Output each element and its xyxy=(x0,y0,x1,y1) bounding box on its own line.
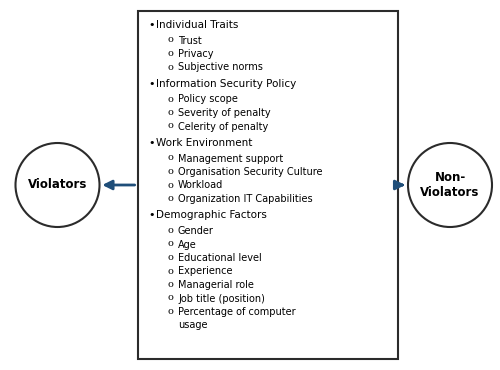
Text: o: o xyxy=(168,108,174,117)
Text: Organization IT Capabilities: Organization IT Capabilities xyxy=(178,194,312,204)
Text: Organisation Security Culture: Organisation Security Culture xyxy=(178,167,322,177)
Text: o: o xyxy=(168,121,174,131)
Text: Managerial role: Managerial role xyxy=(178,280,254,290)
Text: o: o xyxy=(168,253,174,262)
Text: Policy scope: Policy scope xyxy=(178,94,238,104)
Text: o: o xyxy=(168,293,174,303)
Text: •: • xyxy=(148,138,154,148)
Text: Non-
Violators: Non- Violators xyxy=(420,171,480,199)
Text: Age: Age xyxy=(178,239,197,249)
Text: Gender: Gender xyxy=(178,226,214,236)
Text: Workload: Workload xyxy=(178,181,223,191)
Text: Experience: Experience xyxy=(178,266,233,276)
Text: o: o xyxy=(168,167,174,176)
Text: o: o xyxy=(168,266,174,276)
Text: •: • xyxy=(148,20,154,30)
Text: o: o xyxy=(168,280,174,289)
Text: Subjective norms: Subjective norms xyxy=(178,63,263,73)
Text: o: o xyxy=(168,154,174,162)
Text: usage: usage xyxy=(178,320,208,330)
Text: o: o xyxy=(168,307,174,316)
Text: Celerity of penalty: Celerity of penalty xyxy=(178,121,268,131)
FancyBboxPatch shape xyxy=(138,11,398,359)
Text: o: o xyxy=(168,226,174,235)
Text: Educational level: Educational level xyxy=(178,253,262,263)
Text: o: o xyxy=(168,181,174,189)
Text: o: o xyxy=(168,194,174,203)
Text: Information Security Policy: Information Security Policy xyxy=(156,79,296,89)
Ellipse shape xyxy=(408,143,492,227)
Text: o: o xyxy=(168,239,174,249)
Text: o: o xyxy=(168,63,174,71)
Text: o: o xyxy=(168,49,174,58)
Text: Severity of penalty: Severity of penalty xyxy=(178,108,270,118)
Text: Individual Traits: Individual Traits xyxy=(156,20,238,30)
Text: Privacy: Privacy xyxy=(178,49,214,59)
Text: •: • xyxy=(148,79,154,89)
Text: Violators: Violators xyxy=(28,178,87,192)
Text: o: o xyxy=(168,94,174,104)
Text: Trust: Trust xyxy=(178,36,202,46)
Text: Job title (position): Job title (position) xyxy=(178,293,265,303)
Text: Work Environment: Work Environment xyxy=(156,138,252,148)
Ellipse shape xyxy=(16,143,100,227)
Text: o: o xyxy=(168,36,174,44)
Text: Demographic Factors: Demographic Factors xyxy=(156,211,267,221)
Text: Management support: Management support xyxy=(178,154,283,164)
Text: Percentage of computer: Percentage of computer xyxy=(178,307,296,317)
Text: •: • xyxy=(148,211,154,221)
